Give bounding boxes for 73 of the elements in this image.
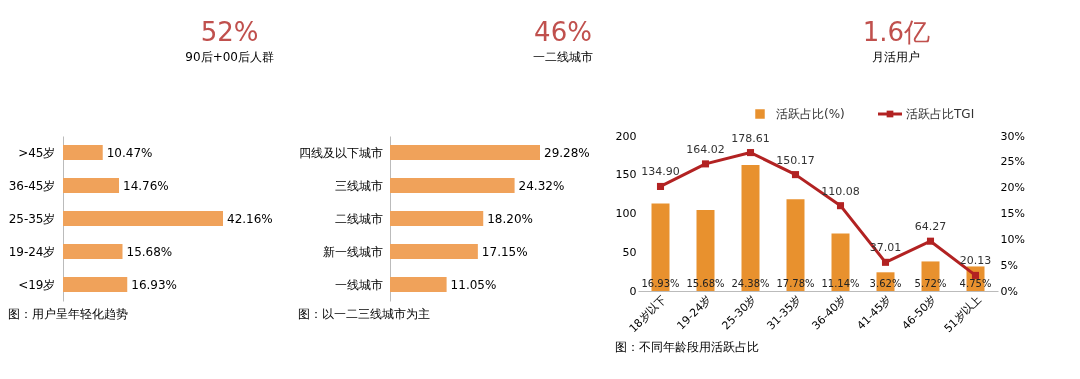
point	[746, 149, 755, 157]
data-label: 29.28%	[544, 145, 590, 160]
data-label: 150.17	[776, 153, 815, 167]
y2-tick-label: 25%	[1000, 155, 1025, 169]
y-tick-label: 三线城市	[334, 178, 383, 193]
data-label: 134.90	[641, 165, 680, 179]
legend-label: 活跃占比(%)	[776, 107, 845, 121]
bar	[63, 277, 128, 292]
y-tick-label: 二线城市	[334, 211, 383, 226]
text: 图：不同年龄段用活跃占比	[615, 340, 759, 355]
data-label: 11.14%	[821, 278, 860, 289]
bar	[390, 145, 540, 160]
data-label: 18.20%	[487, 211, 533, 226]
bar	[390, 211, 484, 226]
x-tick-label: 51岁以上	[941, 292, 984, 336]
text: 一二线城市	[533, 50, 593, 64]
text: 46%	[534, 16, 592, 47]
data-label: 24.32%	[518, 178, 565, 193]
data-label: 178.61	[731, 131, 770, 145]
data-label: 15.68%	[126, 244, 173, 259]
bar	[390, 244, 478, 259]
y-tick-label: 0	[629, 284, 637, 298]
y2-tick-label: 10%	[1000, 232, 1025, 246]
y2-tick-label: 30%	[1000, 129, 1025, 143]
point	[881, 258, 890, 266]
legend-label: 活跃占比TGI	[906, 107, 975, 121]
data-label: 64.27	[914, 220, 947, 234]
bar	[63, 244, 123, 259]
data-label: 15.68%	[686, 278, 725, 289]
data-label: 110.08	[821, 184, 860, 198]
text: 52%	[200, 16, 259, 47]
bar	[63, 145, 103, 160]
data-label: 16.93%	[641, 278, 680, 289]
y-tick-label: 200	[615, 129, 637, 143]
y2-tick-label: 0%	[1000, 284, 1018, 298]
point	[656, 182, 665, 190]
y-tick-label: 100	[615, 207, 637, 220]
y-tick-label: 一线城市	[334, 277, 383, 292]
point	[836, 202, 845, 210]
text: 1.6亿	[862, 16, 931, 47]
data-label: 42.16%	[227, 211, 273, 226]
text: 90后+00后人群	[185, 50, 274, 64]
y-tick-label: 150	[615, 168, 637, 182]
data-label: 17.78%	[776, 278, 815, 289]
y2-tick-label: 15%	[1000, 207, 1025, 220]
bar	[63, 211, 223, 226]
data-label: 10.47%	[106, 145, 153, 160]
y-tick-label: 19-24岁	[8, 244, 56, 259]
data-label: 16.93%	[131, 277, 178, 292]
data-label: 17.15%	[481, 244, 528, 259]
text: 月活用户	[872, 50, 921, 64]
bar	[63, 178, 120, 193]
y-tick-label: 50	[622, 245, 637, 259]
data-label: 11.05%	[450, 277, 497, 292]
y2-tick-label: 5%	[1000, 258, 1018, 272]
data-label: 14.76%	[123, 178, 169, 193]
point	[926, 237, 935, 245]
bar	[390, 178, 515, 193]
y-tick-label: 四线及以下城市	[298, 145, 383, 160]
y-tick-label: 36-45岁	[8, 178, 56, 193]
data-label: 164.02	[686, 142, 725, 156]
y-tick-label: 25-35岁	[8, 211, 56, 226]
point	[791, 171, 800, 179]
text: 图：以一二三线城市为主	[298, 307, 430, 321]
y-tick-label: >45岁	[18, 145, 56, 160]
data-label: 24.38%	[731, 278, 770, 289]
point	[701, 160, 710, 168]
y2-tick-label: 20%	[1000, 181, 1025, 195]
text: 图：用户呈年轻化趋势	[8, 307, 129, 321]
data-label: 20.13	[959, 254, 992, 268]
y-tick-label: 新一线城市	[322, 244, 383, 259]
bar	[390, 277, 447, 292]
y-tick-label: <19岁	[18, 277, 56, 292]
